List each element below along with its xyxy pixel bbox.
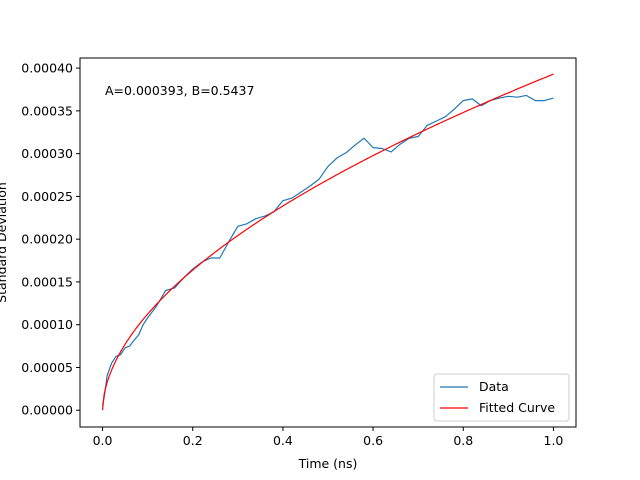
series-line-data bbox=[101, 94, 554, 407]
y-tick-label: 0.00025 bbox=[21, 189, 73, 204]
y-tick-label: 0.00000 bbox=[21, 403, 73, 418]
x-tick-label: 0.4 bbox=[273, 433, 293, 448]
y-axis-label: Standard Deviation bbox=[0, 182, 9, 303]
x-axis-label: Time (ns) bbox=[298, 456, 358, 471]
legend-box bbox=[433, 373, 570, 422]
x-tick-label: 0.0 bbox=[93, 433, 113, 448]
x-tick-label: 0.2 bbox=[183, 433, 203, 448]
y-axis-ticks: 0.00000 0.00005 0.00010 0.00015 0.00020 0.000… bbox=[21, 61, 80, 418]
y-tick-label: 0.00020 bbox=[21, 232, 73, 247]
y-tick-label: 0.00035 bbox=[21, 103, 73, 118]
y-tick-label: 0.00010 bbox=[21, 317, 73, 332]
plot-area bbox=[80, 58, 576, 427]
y-tick-label: 0.00005 bbox=[21, 360, 73, 375]
series-line-fitted-curve bbox=[101, 73, 554, 411]
legend-label-data: Data bbox=[479, 379, 509, 394]
fit-annotation: A=0.000393, B=0.5437 bbox=[105, 83, 254, 98]
legend: Data Fitted Curve bbox=[433, 373, 570, 422]
x-tick-label: 0.6 bbox=[363, 433, 383, 448]
plot-frame bbox=[79, 57, 577, 428]
y-tick-label: 0.00030 bbox=[21, 146, 73, 161]
legend-label-fitted-curve: Fitted Curve bbox=[479, 400, 555, 415]
x-tick-label: 1.0 bbox=[544, 433, 564, 448]
y-tick-label: 0.00015 bbox=[21, 274, 73, 289]
x-tick-label: 0.8 bbox=[453, 433, 473, 448]
y-tick-label: 0.00040 bbox=[21, 61, 73, 76]
plot-lines bbox=[101, 73, 554, 411]
x-axis-ticks: 0.0 0.2 0.4 0.6 0.8 1.0 bbox=[93, 427, 564, 448]
